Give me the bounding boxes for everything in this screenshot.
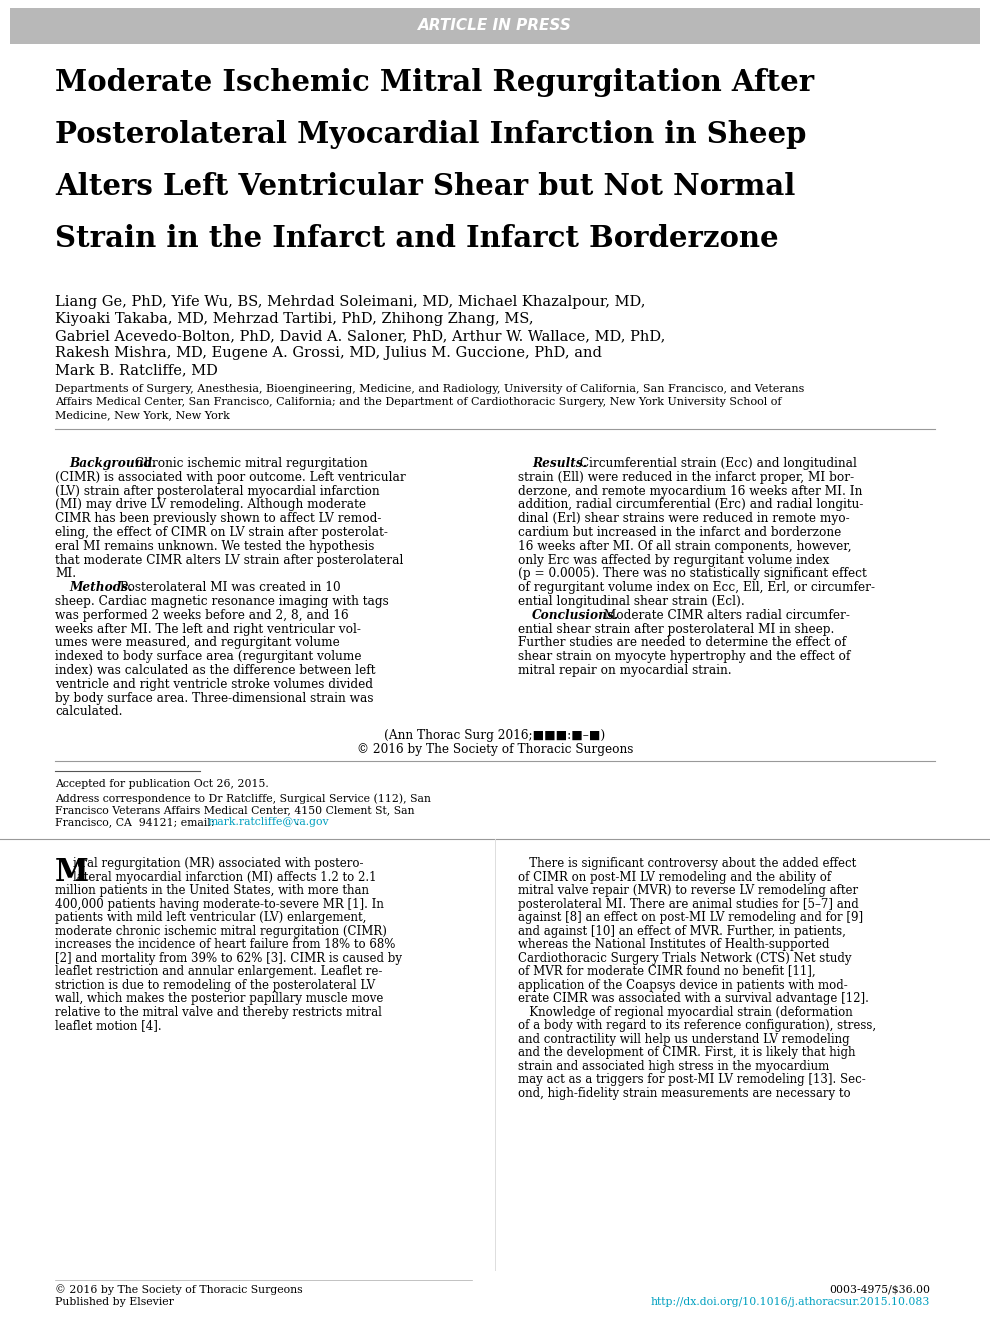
Text: leaflet restriction and annular enlargement. Leaflet re-: leaflet restriction and annular enlargem… (55, 965, 382, 978)
Bar (10, 8, 980, 44)
Text: ential longitudinal shear strain (Ecl).: ential longitudinal shear strain (Ecl). (518, 595, 744, 609)
Text: eling, the effect of CIMR on LV strain after posterolat-: eling, the effect of CIMR on LV strain a… (55, 525, 388, 539)
Text: addition, radial circumferential (Erc) and radial longitu-: addition, radial circumferential (Erc) a… (518, 499, 863, 511)
Text: that moderate CIMR alters LV strain after posterolateral: that moderate CIMR alters LV strain afte… (55, 553, 403, 566)
Text: 16 weeks after MI. Of all strain components, however,: 16 weeks after MI. Of all strain compone… (518, 540, 851, 553)
Text: ventricle and right ventricle stroke volumes divided: ventricle and right ventricle stroke vol… (55, 677, 373, 690)
Text: Moderate Ischemic Mitral Regurgitation After: Moderate Ischemic Mitral Regurgitation A… (55, 69, 814, 96)
Text: index) was calculated as the difference between left: index) was calculated as the difference … (55, 664, 375, 677)
Text: increases the incidence of heart failure from 18% to 68%: increases the incidence of heart failure… (55, 939, 395, 952)
Text: 0003-4975/$36.00: 0003-4975/$36.00 (829, 1284, 930, 1294)
Text: Methods.: Methods. (69, 581, 133, 594)
Text: and contractility will help us understand LV remodeling: and contractility will help us understan… (518, 1032, 849, 1045)
Text: Further studies are needed to determine the effect of: Further studies are needed to determine … (518, 636, 846, 649)
Text: Results.: Results. (532, 457, 587, 470)
Text: striction is due to remodeling of the posterolateral LV: striction is due to remodeling of the po… (55, 978, 375, 991)
Text: by body surface area. Three-dimensional strain was: by body surface area. Three-dimensional … (55, 692, 373, 705)
Text: M: M (55, 857, 89, 888)
Text: Chronic ischemic mitral regurgitation: Chronic ischemic mitral regurgitation (131, 457, 367, 470)
Text: whereas the National Institutes of Health-supported: whereas the National Institutes of Healt… (518, 939, 830, 952)
Text: Published by Elsevier: Published by Elsevier (55, 1298, 174, 1307)
Text: ential shear strain after posterolateral MI in sheep.: ential shear strain after posterolateral… (518, 623, 835, 636)
Text: million patients in the United States, with more than: million patients in the United States, w… (55, 884, 369, 898)
Text: indexed to body surface area (regurgitant volume: indexed to body surface area (regurgitan… (55, 651, 361, 663)
Text: patients with mild left ventricular (LV) enlargement,: patients with mild left ventricular (LV)… (55, 911, 366, 924)
Text: lateral myocardial infarction (MI) affects 1.2 to 2.1: lateral myocardial infarction (MI) affec… (73, 871, 376, 883)
Text: strain (Ell) were reduced in the infarct proper, MI bor-: strain (Ell) were reduced in the infarct… (518, 471, 854, 484)
Text: There is significant controversy about the added effect: There is significant controversy about t… (518, 857, 856, 870)
Text: Moderate CIMR alters radial circumfer-: Moderate CIMR alters radial circumfer- (600, 609, 849, 622)
Text: of regurgitant volume index on Ecc, Ell, Erl, or circumfer-: of regurgitant volume index on Ecc, Ell,… (518, 581, 875, 594)
Text: only Erc was affected by regurgitant volume index: only Erc was affected by regurgitant vol… (518, 553, 830, 566)
Text: of CIMR on post-MI LV remodeling and the ability of: of CIMR on post-MI LV remodeling and the… (518, 871, 832, 883)
Text: Kiyoaki Takaba, MD, Mehrzad Tartibi, PhD, Zhihong Zhang, MS,: Kiyoaki Takaba, MD, Mehrzad Tartibi, PhD… (55, 312, 534, 326)
Text: may act as a triggers for post-MI LV remodeling [13]. Sec-: may act as a triggers for post-MI LV rem… (518, 1073, 865, 1086)
Text: ARTICLE IN PRESS: ARTICLE IN PRESS (418, 18, 572, 33)
Text: derzone, and remote myocardium 16 weeks after MI. In: derzone, and remote myocardium 16 weeks … (518, 484, 862, 498)
Text: itral regurgitation (MR) associated with postero-: itral regurgitation (MR) associated with… (73, 857, 363, 870)
Text: ond, high-fidelity strain measurements are necessary to: ond, high-fidelity strain measurements a… (518, 1086, 850, 1100)
Text: 400,000 patients having moderate-to-severe MR [1]. In: 400,000 patients having moderate-to-seve… (55, 898, 384, 911)
Text: (p = 0.0005). There was no statistically significant effect: (p = 0.0005). There was no statistically… (518, 568, 867, 581)
Text: and the development of CIMR. First, it is likely that high: and the development of CIMR. First, it i… (518, 1047, 855, 1059)
Text: was performed 2 weeks before and 2, 8, and 16: was performed 2 weeks before and 2, 8, a… (55, 609, 348, 622)
Text: sheep. Cardiac magnetic resonance imaging with tags: sheep. Cardiac magnetic resonance imagin… (55, 595, 389, 609)
Text: http://dx.doi.org/10.1016/j.athoracsur.2015.10.083: http://dx.doi.org/10.1016/j.athoracsur.2… (650, 1298, 930, 1307)
Text: Cardiothoracic Surgery Trials Network (CTS) Net study: Cardiothoracic Surgery Trials Network (C… (518, 952, 851, 965)
Text: Background.: Background. (69, 457, 156, 470)
Text: (Ann Thorac Surg 2016;■■■:■–■): (Ann Thorac Surg 2016;■■■:■–■) (384, 729, 606, 742)
Text: Accepted for publication Oct 26, 2015.: Accepted for publication Oct 26, 2015. (55, 779, 268, 789)
Text: cardium but increased in the infarct and borderzone: cardium but increased in the infarct and… (518, 525, 842, 539)
Text: Conclusions.: Conclusions. (532, 609, 619, 622)
Text: Affairs Medical Center, San Francisco, California; and the Department of Cardiot: Affairs Medical Center, San Francisco, C… (55, 397, 781, 407)
Text: Strain in the Infarct and Infarct Borderzone: Strain in the Infarct and Infarct Border… (55, 224, 778, 253)
Text: of MVR for moderate CIMR found no benefit [11],: of MVR for moderate CIMR found no benefi… (518, 965, 816, 978)
Text: and against [10] an effect of MVR. Further, in patients,: and against [10] an effect of MVR. Furth… (518, 925, 845, 937)
Text: erate CIMR was associated with a survival advantage [12].: erate CIMR was associated with a surviva… (518, 993, 869, 1006)
Text: umes were measured, and regurgitant volume: umes were measured, and regurgitant volu… (55, 636, 340, 649)
Text: calculated.: calculated. (55, 705, 123, 718)
Text: application of the Coapsys device in patients with mod-: application of the Coapsys device in pat… (518, 978, 847, 991)
Text: eral MI remains unknown. We tested the hypothesis: eral MI remains unknown. We tested the h… (55, 540, 374, 553)
Text: (MI) may drive LV remodeling. Although moderate: (MI) may drive LV remodeling. Although m… (55, 499, 366, 511)
Text: weeks after MI. The left and right ventricular vol-: weeks after MI. The left and right ventr… (55, 623, 361, 636)
Text: (CIMR) is associated with poor outcome. Left ventricular: (CIMR) is associated with poor outcome. … (55, 471, 406, 484)
Text: mitral repair on myocardial strain.: mitral repair on myocardial strain. (518, 664, 732, 677)
Text: Posterolateral MI was created in 10: Posterolateral MI was created in 10 (116, 581, 341, 594)
Text: posterolateral MI. There are animal studies for [5–7] and: posterolateral MI. There are animal stud… (518, 898, 858, 911)
Text: shear strain on myocyte hypertrophy and the effect of: shear strain on myocyte hypertrophy and … (518, 651, 850, 663)
Text: mitral valve repair (MVR) to reverse LV remodeling after: mitral valve repair (MVR) to reverse LV … (518, 884, 858, 898)
Text: leaflet motion [4].: leaflet motion [4]. (55, 1019, 161, 1032)
Text: Liang Ge, PhD, Yife Wu, BS, Mehrdad Soleimani, MD, Michael Khazalpour, MD,: Liang Ge, PhD, Yife Wu, BS, Mehrdad Sole… (55, 294, 645, 309)
Text: relative to the mitral valve and thereby restricts mitral: relative to the mitral valve and thereby… (55, 1006, 382, 1019)
Text: Francisco Veterans Affairs Medical Center, 4150 Clement St, San: Francisco Veterans Affairs Medical Cente… (55, 805, 415, 816)
Text: against [8] an effect on post-MI LV remodeling and for [9]: against [8] an effect on post-MI LV remo… (518, 911, 863, 924)
Text: MI.: MI. (55, 568, 76, 581)
Text: .: . (296, 817, 299, 828)
Text: Mark B. Ratcliffe, MD: Mark B. Ratcliffe, MD (55, 363, 218, 378)
Text: CIMR has been previously shown to affect LV remod-: CIMR has been previously shown to affect… (55, 512, 381, 525)
Text: Knowledge of regional myocardial strain (deformation: Knowledge of regional myocardial strain … (518, 1006, 852, 1019)
Text: of a body with regard to its reference configuration), stress,: of a body with regard to its reference c… (518, 1019, 876, 1032)
Text: Medicine, New York, New York: Medicine, New York, New York (55, 411, 230, 420)
Text: [2] and mortality from 39% to 62% [3]. CIMR is caused by: [2] and mortality from 39% to 62% [3]. C… (55, 952, 402, 965)
Text: © 2016 by The Society of Thoracic Surgeons: © 2016 by The Society of Thoracic Surgeo… (356, 743, 634, 756)
Text: mark.ratcliffe@va.gov: mark.ratcliffe@va.gov (208, 817, 330, 828)
Text: Gabriel Acevedo-Bolton, PhD, David A. Saloner, PhD, Arthur W. Wallace, MD, PhD,: Gabriel Acevedo-Bolton, PhD, David A. Sa… (55, 329, 665, 343)
Text: wall, which makes the posterior papillary muscle move: wall, which makes the posterior papillar… (55, 993, 383, 1006)
Text: Rakesh Mishra, MD, Eugene A. Grossi, MD, Julius M. Guccione, PhD, and: Rakesh Mishra, MD, Eugene A. Grossi, MD,… (55, 346, 602, 360)
Text: moderate chronic ischemic mitral regurgitation (CIMR): moderate chronic ischemic mitral regurgi… (55, 925, 387, 937)
Text: Alters Left Ventricular Shear but Not Normal: Alters Left Ventricular Shear but Not No… (55, 172, 795, 201)
Text: Posterolateral Myocardial Infarction in Sheep: Posterolateral Myocardial Infarction in … (55, 120, 807, 149)
Text: (LV) strain after posterolateral myocardial infarction: (LV) strain after posterolateral myocard… (55, 484, 379, 498)
Text: strain and associated high stress in the myocardium: strain and associated high stress in the… (518, 1060, 830, 1073)
Text: © 2016 by The Society of Thoracic Surgeons: © 2016 by The Society of Thoracic Surgeo… (55, 1284, 303, 1295)
Text: Departments of Surgery, Anesthesia, Bioengineering, Medicine, and Radiology, Uni: Departments of Surgery, Anesthesia, Bioe… (55, 384, 804, 393)
Text: Francisco, CA  94121; email:: Francisco, CA 94121; email: (55, 817, 218, 828)
Text: dinal (Erl) shear strains were reduced in remote myo-: dinal (Erl) shear strains were reduced i… (518, 512, 849, 525)
Text: Address correspondence to Dr Ratcliffe, Surgical Service (112), San: Address correspondence to Dr Ratcliffe, … (55, 793, 431, 804)
Text: Circumferential strain (Ecc) and longitudinal: Circumferential strain (Ecc) and longitu… (576, 457, 857, 470)
